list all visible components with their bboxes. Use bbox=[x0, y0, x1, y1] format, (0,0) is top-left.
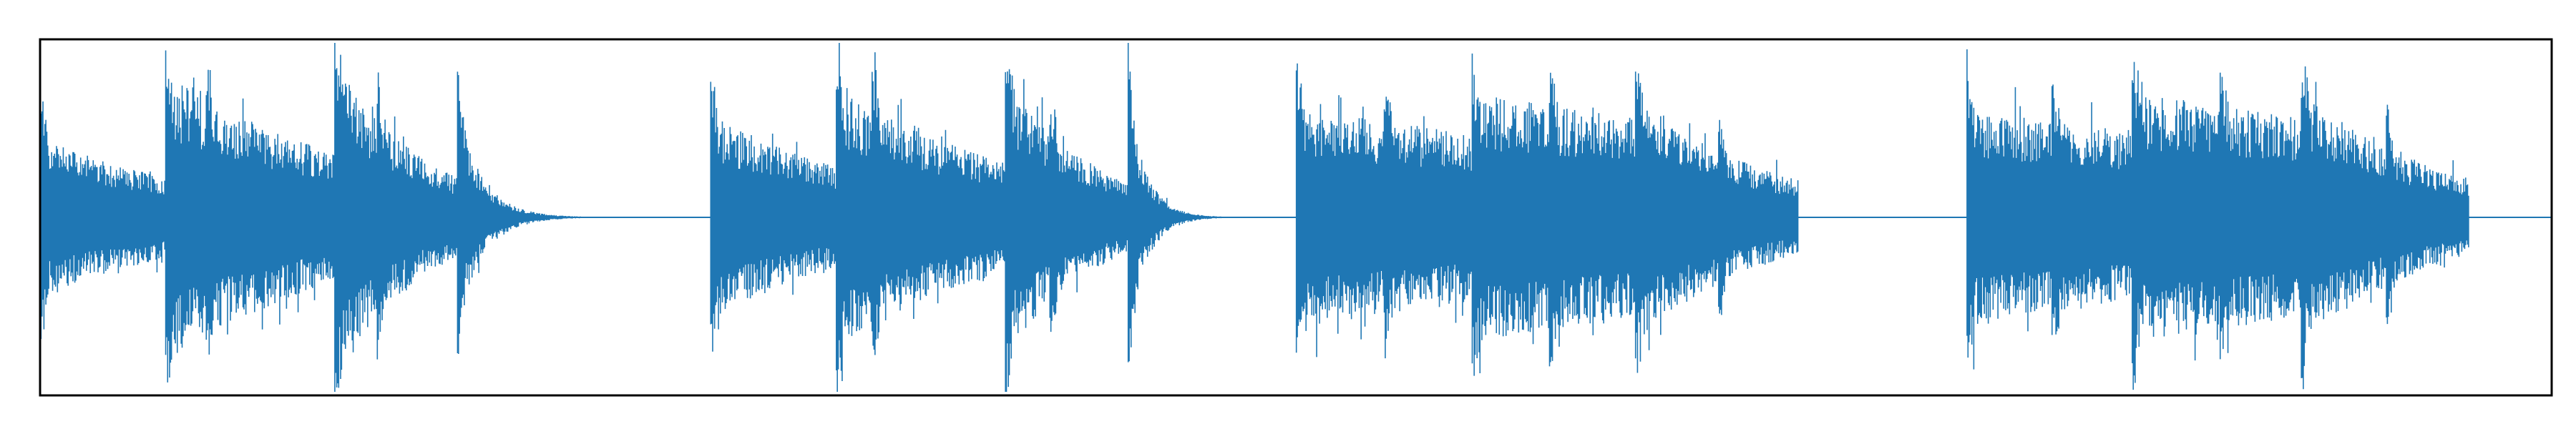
axes-frame bbox=[39, 38, 2553, 397]
